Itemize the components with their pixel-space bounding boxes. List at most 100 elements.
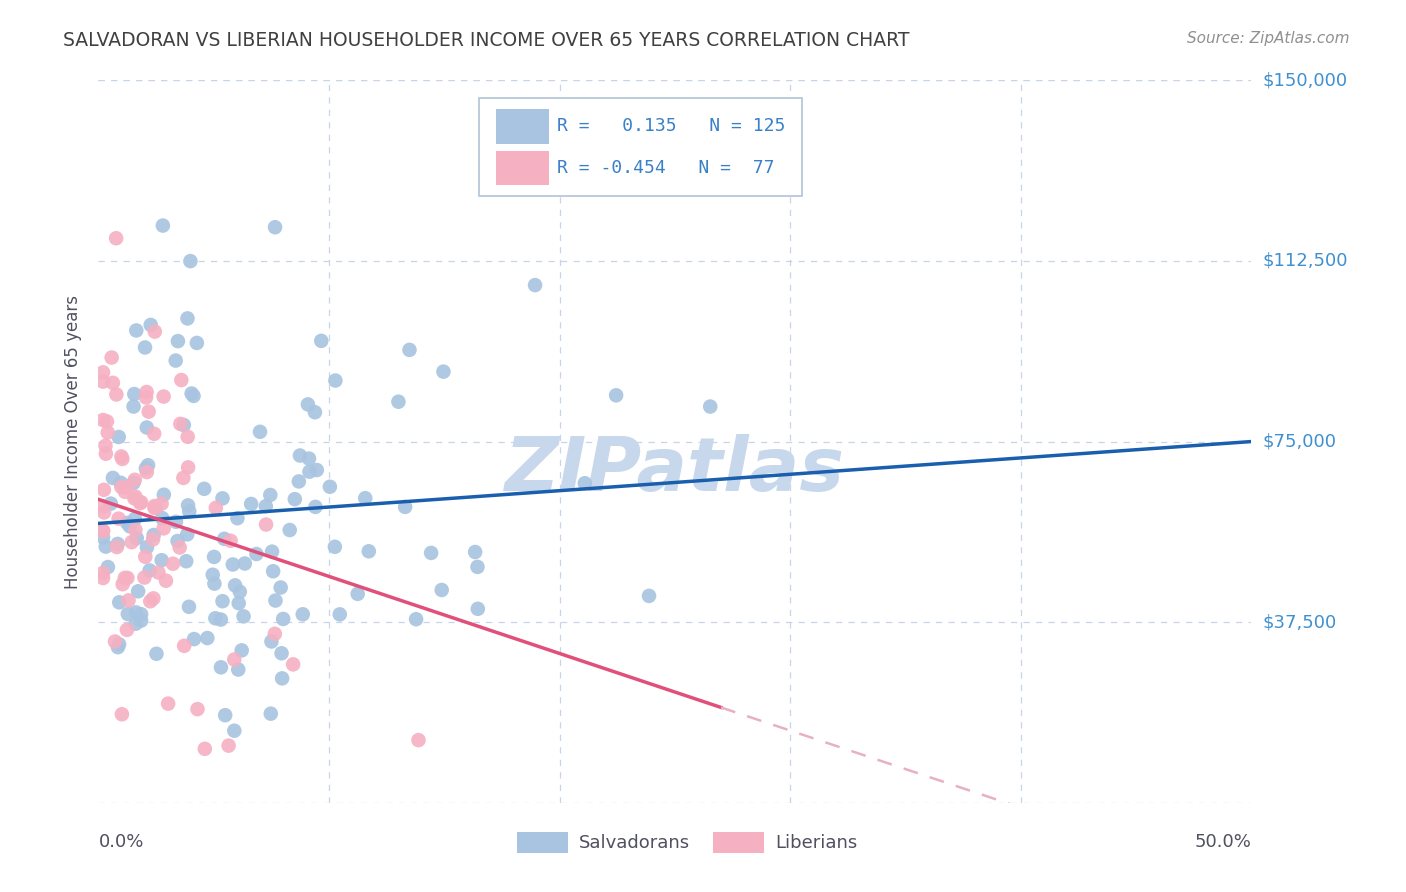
Point — [91, 571, 114, 585]
Point — [222, 558, 245, 572]
Point — [150, 497, 173, 511]
Point — [304, 405, 326, 419]
Point — [218, 739, 240, 753]
Y-axis label: Householder Income Over 65 years: Householder Income Over 65 years — [65, 294, 83, 589]
Text: Liberians: Liberians — [775, 834, 858, 852]
Point — [264, 220, 287, 235]
Point — [111, 452, 134, 467]
Point — [108, 595, 131, 609]
Text: $112,500: $112,500 — [1263, 252, 1348, 270]
Point — [304, 500, 326, 514]
Text: Source: ZipAtlas.com: Source: ZipAtlas.com — [1187, 31, 1350, 46]
Point — [105, 387, 128, 401]
Point — [219, 533, 242, 548]
Point — [305, 463, 328, 477]
FancyBboxPatch shape — [479, 98, 801, 196]
Point — [121, 535, 143, 549]
Point — [638, 589, 661, 603]
Point — [111, 707, 134, 722]
Point — [173, 418, 195, 433]
Point — [101, 471, 124, 485]
Point — [107, 430, 129, 444]
Point — [180, 386, 202, 401]
Text: $37,500: $37,500 — [1263, 613, 1337, 632]
Point — [204, 611, 226, 625]
Point — [271, 612, 294, 626]
Point — [394, 500, 416, 514]
Point — [136, 541, 159, 555]
Point — [134, 549, 156, 564]
Point — [194, 741, 217, 756]
FancyBboxPatch shape — [517, 832, 568, 854]
Point — [117, 607, 139, 621]
Point — [284, 492, 307, 507]
Point — [107, 640, 129, 655]
Point — [354, 491, 377, 506]
Point — [91, 365, 114, 379]
Point — [177, 599, 200, 614]
Point — [169, 417, 191, 431]
Point — [605, 388, 627, 402]
Point — [105, 231, 128, 245]
Point — [297, 397, 319, 411]
Point — [177, 499, 200, 513]
Point — [97, 560, 120, 574]
Point — [524, 278, 547, 293]
Point — [467, 602, 489, 616]
Point — [226, 511, 249, 525]
Point — [139, 318, 162, 332]
Point — [101, 376, 124, 390]
FancyBboxPatch shape — [713, 832, 763, 854]
Point — [172, 471, 194, 485]
Point — [115, 481, 138, 495]
Point — [165, 353, 187, 368]
Point — [270, 646, 292, 660]
Point — [117, 593, 139, 607]
Point — [135, 461, 157, 475]
Point — [249, 425, 271, 439]
Point — [134, 341, 156, 355]
Point — [430, 582, 453, 597]
Point — [129, 614, 152, 628]
Point — [179, 254, 201, 268]
Point — [177, 460, 200, 475]
Point — [125, 531, 148, 545]
Point — [104, 634, 127, 648]
Point — [96, 414, 118, 428]
Point — [129, 607, 152, 622]
Point — [129, 496, 152, 510]
Point — [271, 672, 294, 686]
Point — [91, 413, 114, 427]
Point — [346, 587, 368, 601]
Point — [228, 596, 250, 610]
Point — [186, 702, 208, 716]
Point — [157, 697, 180, 711]
Point — [124, 512, 146, 526]
Point — [110, 475, 132, 490]
Text: R =   0.135   N = 125: R = 0.135 N = 125 — [557, 118, 786, 136]
Point — [145, 500, 167, 515]
Point — [288, 475, 311, 489]
Point — [405, 612, 427, 626]
Point — [115, 516, 138, 530]
Point — [145, 647, 167, 661]
Point — [176, 311, 198, 326]
Point — [124, 387, 146, 401]
Point — [143, 499, 166, 513]
Point — [263, 627, 285, 641]
Point — [699, 400, 721, 414]
Point — [152, 390, 174, 404]
Point — [100, 351, 122, 365]
Point — [209, 660, 232, 674]
Point — [129, 495, 152, 509]
Point — [124, 491, 146, 506]
Point — [139, 594, 162, 608]
Point — [281, 657, 304, 672]
Text: ZIPatlas: ZIPatlas — [505, 434, 845, 507]
Point — [148, 566, 170, 580]
Point — [100, 497, 122, 511]
Text: 50.0%: 50.0% — [1195, 833, 1251, 851]
Point — [152, 521, 174, 535]
Point — [211, 594, 233, 608]
Point — [174, 554, 197, 568]
